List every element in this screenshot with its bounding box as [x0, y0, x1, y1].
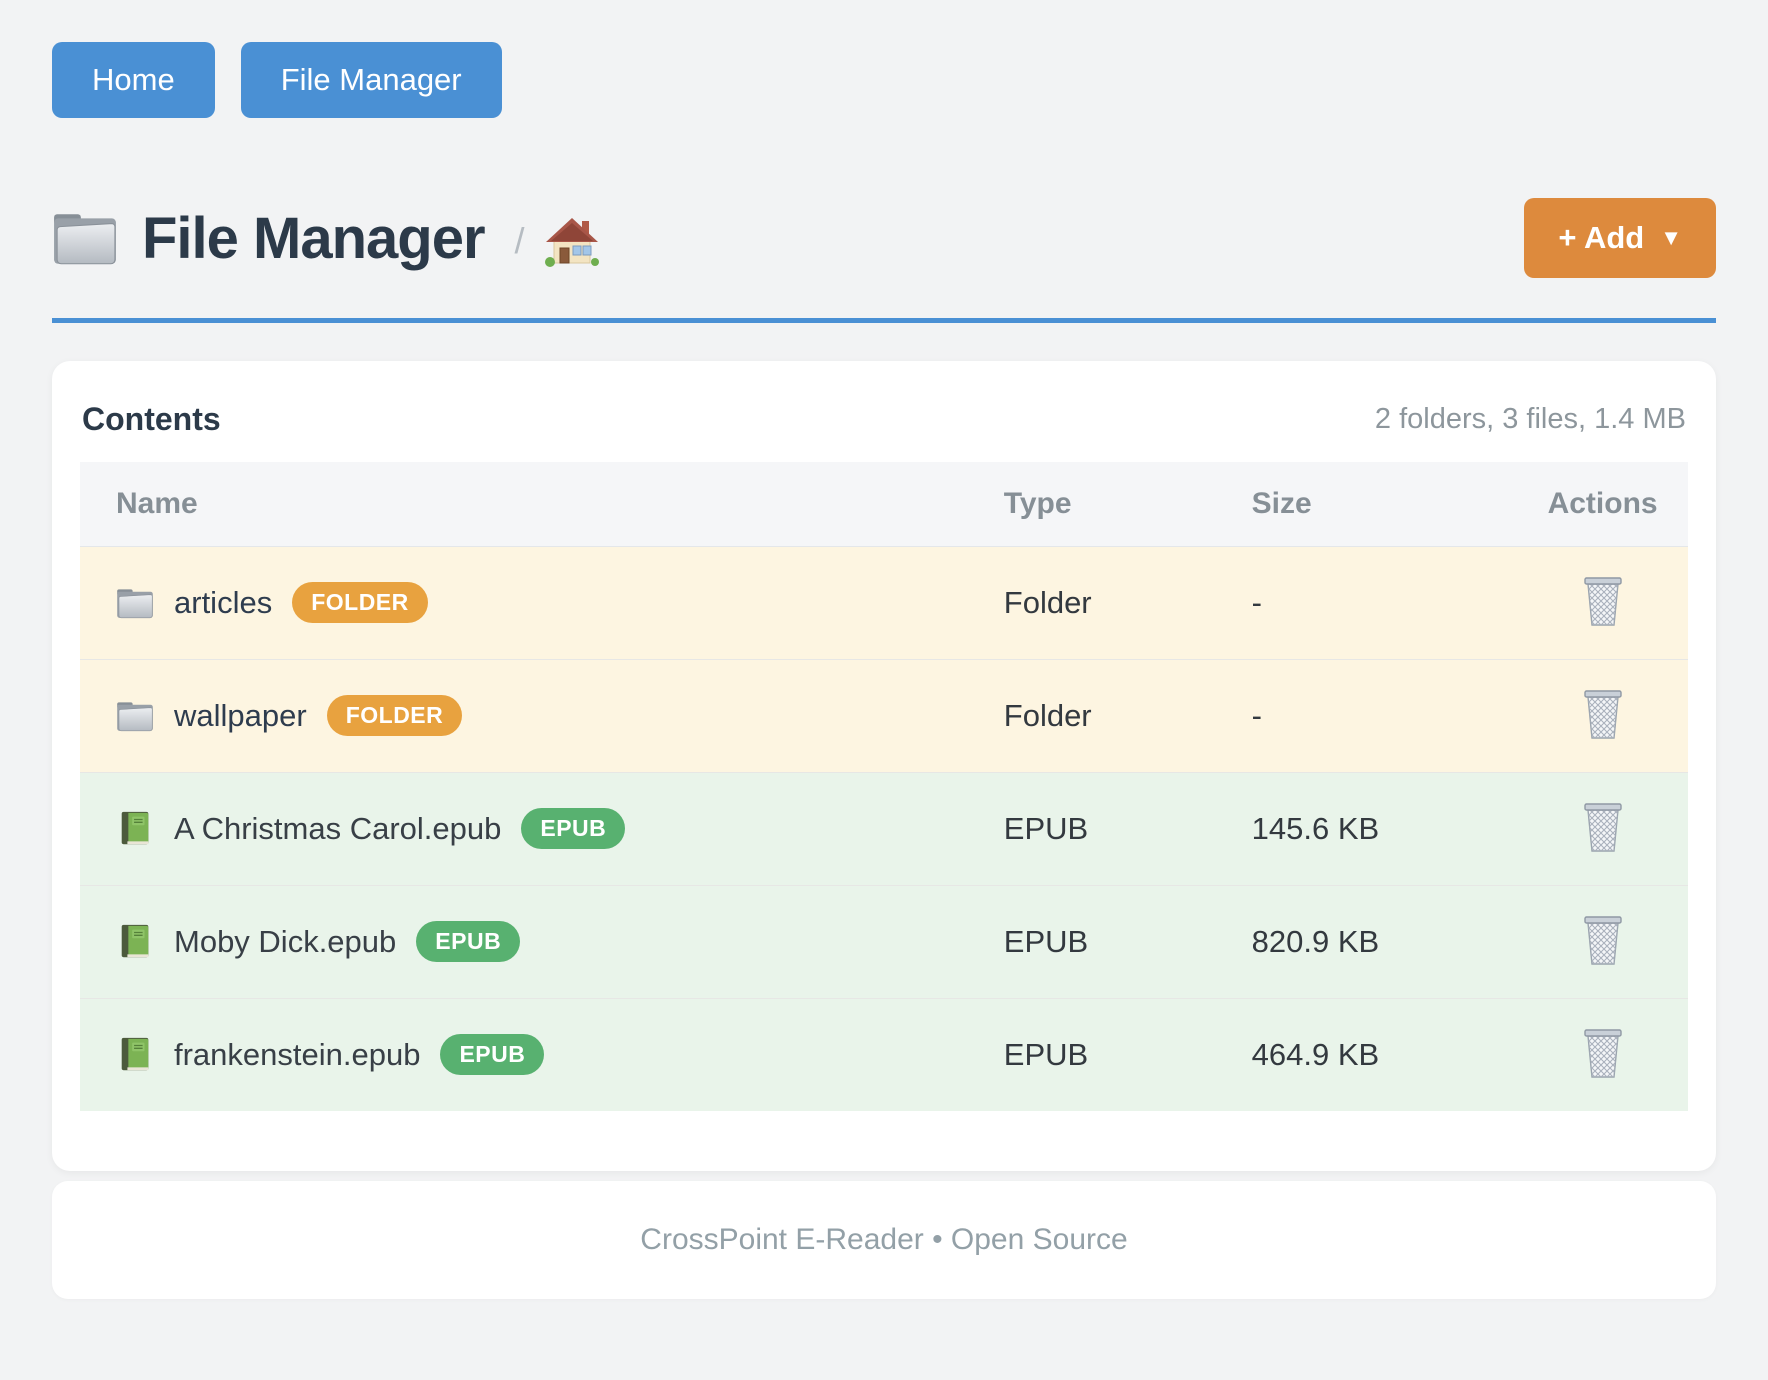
book-icon: [121, 924, 149, 957]
table-row: articles FOLDER Folder -: [80, 546, 1688, 659]
file-type: EPUB: [1003, 771, 1252, 885]
add-button[interactable]: + Add ▼: [1524, 198, 1716, 278]
file-size: 145.6 KB: [1251, 771, 1518, 885]
breadcrumb-home-button[interactable]: [544, 217, 599, 267]
file-type: Folder: [1003, 546, 1252, 659]
page-header: File Manager / + Add ▼: [52, 198, 1716, 278]
table-row: frankenstein.epub EPUB EPUB 464.9 KB: [80, 997, 1688, 1111]
column-header-actions: Actions: [1517, 462, 1688, 547]
footer-text: CrossPoint E-Reader • Open Source: [640, 1223, 1128, 1256]
contents-summary: 2 folders, 3 files, 1.4 MB: [1374, 403, 1686, 435]
folder-icon: [117, 701, 153, 731]
home-icon: [544, 218, 599, 267]
footer: CrossPoint E-Reader • Open Source: [52, 1181, 1716, 1299]
top-nav: Home File Manager: [52, 0, 1716, 118]
type-badge: EPUB: [416, 921, 521, 962]
book-icon: [121, 1037, 149, 1070]
table-row: A Christmas Carol.epub EPUB EPUB 145.6 K…: [80, 771, 1688, 885]
file-name[interactable]: A Christmas Carol.epub: [174, 810, 502, 846]
file-type: EPUB: [1003, 997, 1252, 1111]
contents-header: Contents 2 folders, 3 files, 1.4 MB: [80, 401, 1688, 438]
trash-icon: [1583, 576, 1622, 626]
trash-icon: [1583, 689, 1622, 739]
delete-button[interactable]: [1575, 1022, 1631, 1087]
file-size: -: [1251, 658, 1518, 772]
trash-icon: [1583, 915, 1622, 965]
file-name[interactable]: frankenstein.epub: [174, 1036, 421, 1072]
file-size: 820.9 KB: [1251, 884, 1518, 998]
nav-home-button[interactable]: Home: [52, 42, 215, 118]
type-badge: EPUB: [440, 1034, 545, 1076]
file-name[interactable]: articles: [174, 584, 273, 620]
type-badge: FOLDER: [326, 695, 463, 736]
add-button-label: + Add: [1558, 220, 1645, 255]
table-row: Moby Dick.epub EPUB EPUB 820.9 KB: [80, 884, 1688, 998]
delete-button[interactable]: [1575, 570, 1631, 635]
file-table: Name Type Size Actions: [80, 462, 1688, 1111]
contents-card: Contents 2 folders, 3 files, 1.4 MB Name…: [52, 361, 1716, 1171]
file-table-head: Name Type Size Actions: [80, 462, 1688, 547]
trash-icon: [1583, 1029, 1622, 1078]
table-row: wallpaper FOLDER Folder -: [80, 658, 1688, 772]
delete-button[interactable]: [1575, 796, 1631, 861]
book-icon: [121, 811, 149, 844]
nav-file-manager-button[interactable]: File Manager: [240, 42, 502, 118]
type-badge: EPUB: [521, 808, 626, 849]
file-size: -: [1251, 546, 1518, 659]
folder-icon: [117, 588, 153, 618]
delete-button[interactable]: [1575, 909, 1631, 974]
column-header-size: Size: [1251, 462, 1518, 547]
page-title: File Manager: [142, 205, 486, 271]
column-header-name: Name: [80, 462, 1004, 547]
trash-icon: [1583, 802, 1622, 852]
column-header-type: Type: [1003, 462, 1252, 547]
delete-button[interactable]: [1575, 683, 1631, 748]
file-type: EPUB: [1003, 884, 1252, 998]
file-type: Folder: [1003, 658, 1252, 772]
caret-down-icon: ▼: [1660, 225, 1682, 250]
file-size: 464.9 KB: [1251, 997, 1518, 1111]
contents-title: Contents: [82, 401, 221, 437]
file-name[interactable]: Moby Dick.epub: [174, 923, 397, 959]
breadcrumb-separator: /: [514, 220, 525, 261]
folder-icon: [54, 214, 116, 265]
file-name[interactable]: wallpaper: [174, 697, 307, 733]
type-badge: FOLDER: [292, 582, 428, 623]
title-divider: [52, 318, 1716, 323]
file-table-body: articles FOLDER Folder -: [80, 546, 1688, 1111]
